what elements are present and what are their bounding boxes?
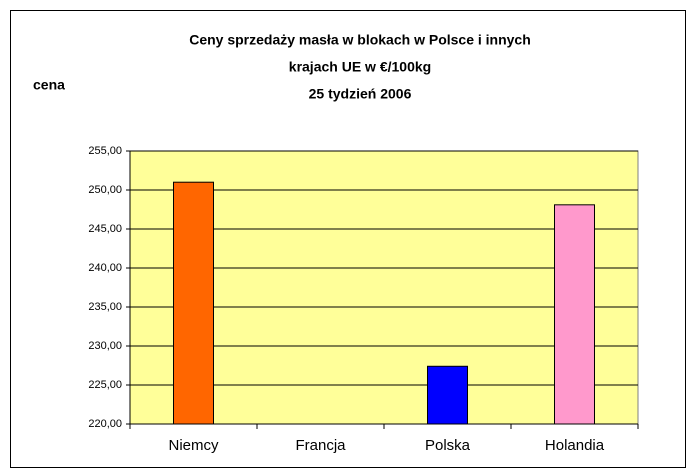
y-tick-label: 240,00 xyxy=(88,262,122,274)
bar xyxy=(173,181,214,425)
x-tick-label: Holandia xyxy=(545,437,605,454)
chart-title: Ceny sprzedaży masła w blokach w Polsce … xyxy=(189,32,531,48)
y-tick-label: 235,00 xyxy=(88,301,122,313)
chart-title: 25 tydzień 2006 xyxy=(309,86,412,102)
bar xyxy=(554,204,595,425)
y-axis-label: cena xyxy=(33,77,65,93)
chart-title: krajach UE w €/100kg xyxy=(289,59,431,75)
y-tick-label: 255,00 xyxy=(88,145,122,157)
y-tick-label: 230,00 xyxy=(88,340,122,352)
x-tick-label: Niemcy xyxy=(168,437,219,454)
x-tick-label: Francja xyxy=(295,437,346,454)
y-tick-label: 250,00 xyxy=(88,184,122,196)
bar xyxy=(427,365,468,425)
y-tick-label: 220,00 xyxy=(88,418,122,430)
plot-area xyxy=(129,150,639,425)
x-tick-label: Polska xyxy=(425,437,471,454)
y-tick-label: 245,00 xyxy=(88,223,122,235)
y-tick-label: 225,00 xyxy=(88,379,122,391)
